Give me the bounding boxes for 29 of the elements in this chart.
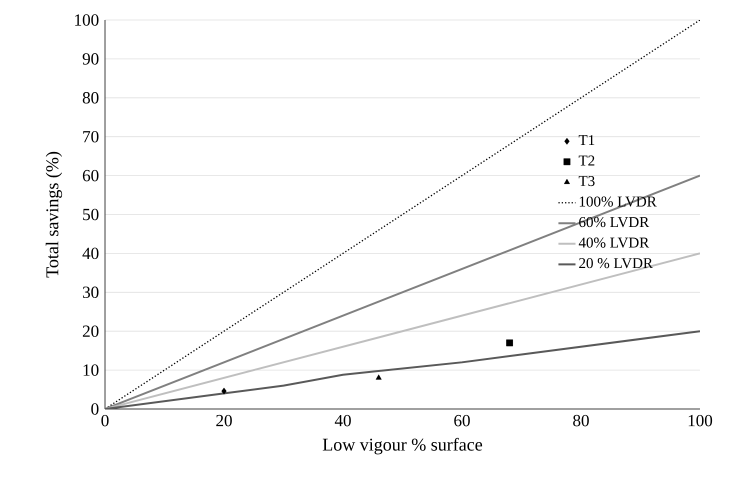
y-tick-label: 100 [75,14,98,26]
legend-label: 40% LVDR [578,238,650,248]
point [376,374,382,380]
y-tick-label: 60 [82,170,98,182]
legend-label: 100% LVDR [580,196,657,207]
legend-label: T3 [578,176,595,186]
y-tick-label: 90 [82,53,98,65]
y-tick-label: 40 [82,248,98,260]
legend-label: T2 [578,156,594,166]
legend-label: 20 % LVDR [579,258,653,268]
y-axis-title: Total savings (%) [46,152,62,278]
point [506,339,513,346]
x-tick-label: 60 [454,414,470,426]
x-tick-label: 0 [101,414,109,426]
x-axis-title: Low vigour % surface [322,438,482,454]
x-tick-label: 20 [216,414,232,426]
legend-label: T1 [578,135,594,145]
y-tick-label: 70 [83,130,98,142]
y-tick-label: 20 [82,325,98,337]
y-tick-label: 80 [82,92,98,104]
point [221,388,227,394]
x-tick-label: 40 [334,414,351,426]
x-tick-label: 80 [573,414,589,426]
x-tick-label: 100 [688,414,712,426]
y-tick-label: 50 [83,208,98,220]
y-tick-label: 0 [91,403,98,415]
y-tick-label: 30 [82,286,98,298]
y-tick-label: 10 [84,364,98,376]
legend-label: 60% LVDR [579,217,650,228]
